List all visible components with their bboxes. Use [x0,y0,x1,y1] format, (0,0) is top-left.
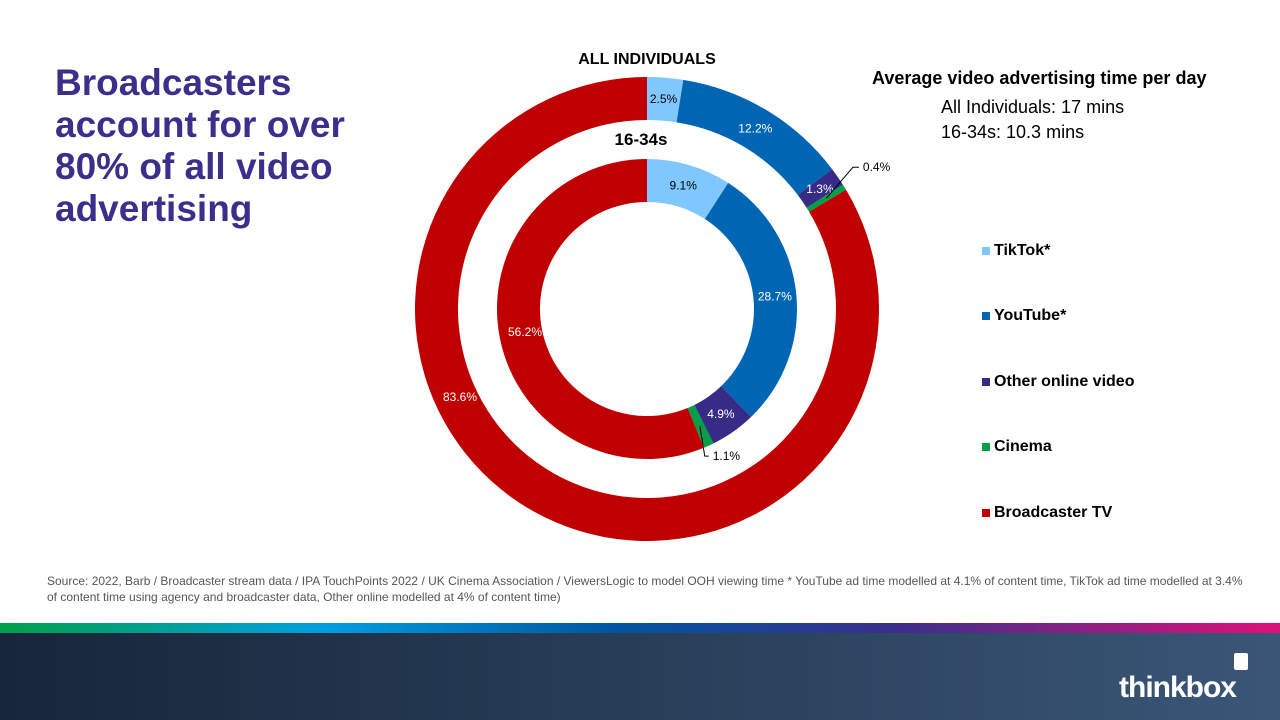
legend-item: YouTube* [982,284,1134,350]
legend-swatch [982,377,990,386]
legend-swatch [982,246,990,255]
leader-line [699,426,709,457]
legend-label: Cinema [994,438,1052,456]
data-label: 12.2% [738,121,772,135]
avg-time-title: Average video advertising time per day [872,68,1207,88]
logo-mark [1234,653,1248,670]
headline: Broadcasters account for over 80% of all… [55,62,345,229]
source-note: Source: 2022, Barb / Broadcaster stream … [47,574,1243,604]
legend-swatch [982,312,990,321]
legend-item: TikTok* [982,218,1134,284]
slice-inner-4 [496,159,704,459]
slice-outer-1 [676,79,833,196]
inner-ring-title: 16-34s [615,130,668,149]
donut-chart: ALL INDIVIDUALS 16-34s 2.5% 12.2% 1.3% 0.4%… [414,51,891,541]
slice-outer-0 [647,77,684,123]
outer-ring-title: ALL INDIVIDUALS [578,51,716,68]
legend-swatch [982,443,990,452]
legend-item: Cinema [982,415,1134,481]
slice-inner-3 [687,404,714,448]
legend-label: YouTube* [994,307,1067,325]
avg-time-box: Average video advertising time per day A… [872,68,1206,143]
data-label: 9.1% [670,179,698,193]
avg-time-1634: 16-34s: 10.3 mins [941,122,1085,142]
data-label: 1.1% [713,449,741,463]
data-label: 83.6% [443,390,477,404]
data-label: 28.7% [758,290,792,304]
legend-item: Broadcaster TV [982,480,1134,546]
thinkbox-logo: thinkbox [1119,671,1237,704]
data-label: 1.3% [806,182,834,196]
legend: TikTok* YouTube* Other online video Cine… [982,218,1134,546]
data-label: 0.4% [863,160,891,174]
slice-outer-2 [797,169,843,208]
legend-label: Other online video [994,372,1135,390]
slice-inner-2 [694,386,752,444]
slice-inner-0 [647,159,729,220]
slice-inner-1 [704,182,798,418]
avg-time-all: All Individuals: 17 mins [941,97,1125,117]
legend-swatch [982,508,990,517]
data-label: 4.9% [707,407,735,421]
legend-item: Other online video [982,349,1134,415]
data-label: 2.5% [650,92,678,106]
legend-label: TikTok* [994,241,1051,259]
legend-label: Broadcaster TV [994,503,1113,521]
footer: thinkbox [0,633,1280,720]
color-stripe [0,623,1280,633]
data-label: 56.2% [508,325,542,339]
leader-line [825,166,859,199]
